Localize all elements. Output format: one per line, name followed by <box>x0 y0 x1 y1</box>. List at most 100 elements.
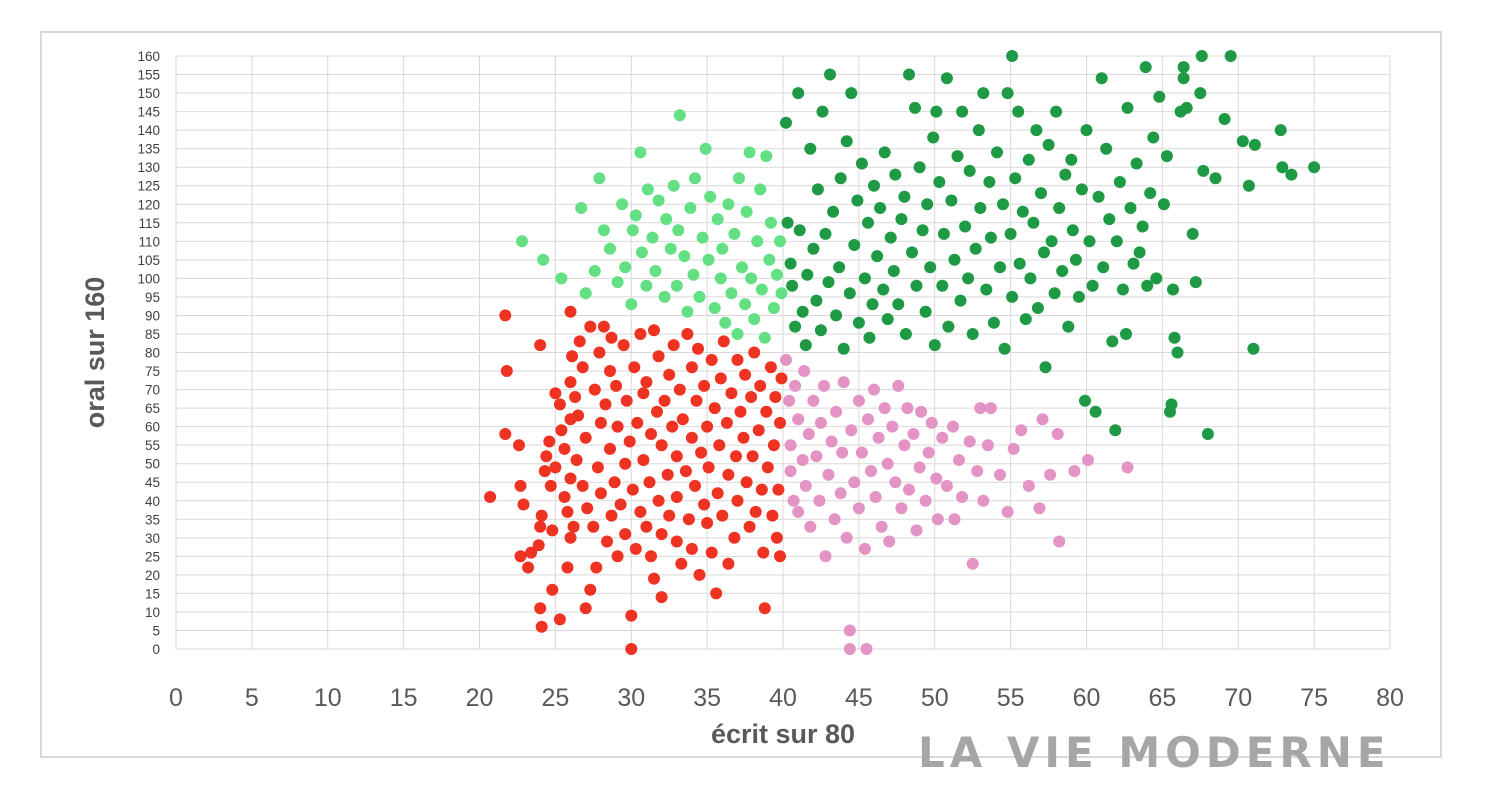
data-point <box>1024 272 1037 285</box>
data-point <box>716 509 729 522</box>
data-point <box>892 379 905 392</box>
data-point <box>734 405 747 418</box>
data-point <box>972 124 985 137</box>
data-point <box>601 535 613 548</box>
data-point <box>513 439 525 452</box>
data-point <box>871 250 884 263</box>
data-point <box>822 276 835 289</box>
data-point <box>499 428 512 440</box>
data-point <box>1082 454 1094 466</box>
y-tick-label: 70 <box>145 383 160 398</box>
data-point <box>758 602 771 615</box>
data-point <box>648 572 660 585</box>
data-point <box>588 265 601 277</box>
data-point <box>865 465 877 478</box>
data-point <box>1066 224 1079 237</box>
data-point <box>1153 90 1166 103</box>
y-tick-label: 95 <box>145 290 160 305</box>
data-point <box>1194 87 1207 100</box>
data-point <box>667 179 680 192</box>
data-point <box>1053 202 1066 214</box>
data-point <box>623 435 636 448</box>
data-point <box>1177 61 1190 74</box>
data-point <box>948 513 961 526</box>
data-point <box>514 550 527 563</box>
data-point <box>763 253 776 266</box>
y-tick-label: 120 <box>137 197 160 212</box>
data-point <box>796 305 809 318</box>
data-point <box>1133 246 1146 259</box>
data-point <box>810 294 823 307</box>
y-tick-label: 55 <box>145 438 160 453</box>
data-point <box>698 498 711 511</box>
data-point <box>564 305 577 318</box>
data-point <box>663 368 676 381</box>
x-tick-label: 40 <box>769 684 797 712</box>
y-tick-label: 60 <box>145 420 160 435</box>
data-point <box>1051 428 1064 440</box>
data-point <box>792 505 805 518</box>
data-point <box>667 339 680 352</box>
data-point <box>1006 290 1019 303</box>
data-point <box>593 346 606 359</box>
y-tick-label: 80 <box>145 346 160 361</box>
data-point <box>1160 150 1173 163</box>
data-point <box>824 68 836 81</box>
data-point <box>810 450 823 463</box>
data-point <box>701 420 714 433</box>
data-point <box>937 227 950 240</box>
data-point <box>634 146 647 159</box>
data-point <box>705 353 718 366</box>
y-tick-label: 30 <box>145 531 160 546</box>
data-point <box>930 105 943 118</box>
data-point <box>868 383 880 396</box>
data-point <box>814 416 827 429</box>
data-point <box>903 68 915 81</box>
data-point <box>689 172 701 185</box>
data-point <box>767 302 780 314</box>
data-point <box>648 324 660 337</box>
data-point <box>953 454 965 466</box>
data-point <box>722 557 735 570</box>
data-point <box>584 320 597 333</box>
data-point <box>971 465 984 478</box>
x-tick-label: 20 <box>466 684 494 712</box>
data-point <box>922 446 935 459</box>
data-point <box>576 479 589 492</box>
data-point <box>637 387 650 400</box>
data-point <box>855 446 868 459</box>
data-point <box>736 261 748 274</box>
data-point <box>1236 135 1249 148</box>
y-tick-label: 10 <box>145 605 160 620</box>
data-point <box>840 531 853 544</box>
data-point <box>828 513 841 526</box>
data-point <box>663 509 676 522</box>
data-point <box>685 361 698 374</box>
data-point <box>567 520 580 533</box>
data-point <box>555 424 568 437</box>
data-point <box>852 316 865 329</box>
data-point <box>743 520 756 533</box>
data-point <box>881 313 894 326</box>
x-tick-label: 0 <box>169 684 183 712</box>
data-point <box>760 150 773 163</box>
data-point <box>754 379 767 392</box>
data-point <box>675 557 688 570</box>
data-point <box>974 402 987 415</box>
data-point <box>655 439 668 452</box>
data-point <box>534 339 547 352</box>
data-point <box>719 316 732 329</box>
y-tick-label: 130 <box>137 160 160 175</box>
data-point <box>594 487 607 500</box>
data-point <box>962 272 975 285</box>
data-point <box>948 253 961 266</box>
data-point <box>784 465 797 478</box>
data-point <box>608 476 621 489</box>
data-point <box>872 431 885 444</box>
y-tick-label: 15 <box>145 586 160 601</box>
y-tick-label: 105 <box>137 253 160 268</box>
y-tick-label: 85 <box>145 327 160 342</box>
data-point <box>1019 313 1032 326</box>
x-tick-label: 15 <box>390 684 418 712</box>
data-point <box>780 116 792 129</box>
